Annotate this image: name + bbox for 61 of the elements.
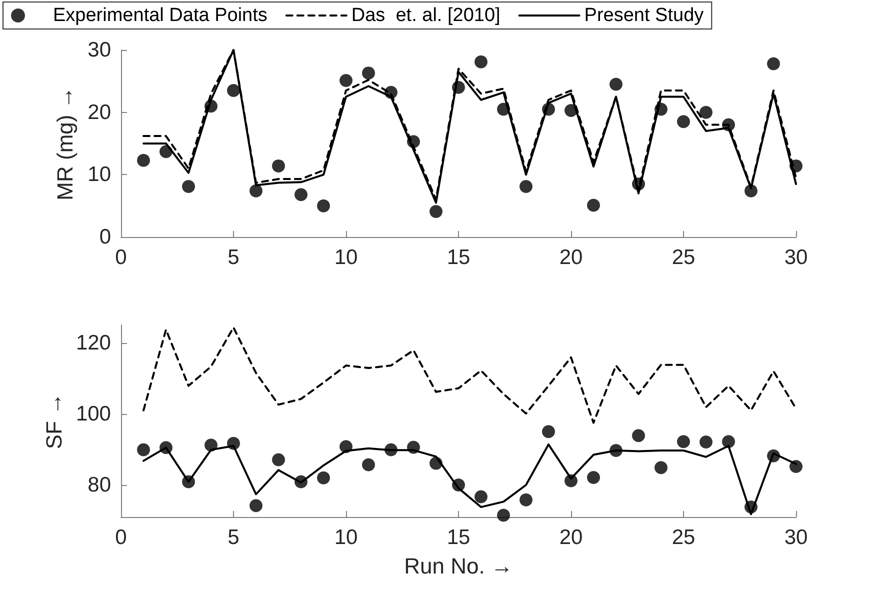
x-tick-label: 20 <box>559 526 583 549</box>
y-tick-label: 0 <box>99 226 111 248</box>
x-tick-label: 10 <box>334 246 358 269</box>
point <box>430 204 442 218</box>
point <box>587 471 600 484</box>
point <box>722 435 735 448</box>
x-tick-label: 15 <box>446 246 470 269</box>
point <box>677 115 690 128</box>
point <box>317 199 330 212</box>
point <box>474 490 488 504</box>
x-tick-label: 5 <box>228 526 240 549</box>
point <box>767 57 780 70</box>
point <box>250 184 262 198</box>
point <box>610 78 622 91</box>
point <box>497 508 510 522</box>
x-tick-label: 15 <box>446 526 470 549</box>
x-tick-label: 25 <box>672 246 696 269</box>
y-axis-title: MR (mg) → <box>52 86 78 200</box>
point <box>677 435 690 448</box>
x-tick-label: 25 <box>672 526 696 549</box>
point <box>632 429 645 442</box>
point <box>317 471 330 484</box>
point <box>182 180 195 194</box>
point <box>340 74 352 88</box>
point <box>790 460 802 474</box>
point <box>520 180 532 194</box>
x-tick-label: 20 <box>559 246 583 269</box>
x-tick-label: 0 <box>115 526 127 549</box>
point <box>250 499 262 512</box>
y-tick-label: 20 <box>88 100 111 124</box>
y-tick-label: 100 <box>76 402 111 426</box>
point <box>137 154 150 167</box>
point <box>654 461 668 474</box>
point <box>474 55 488 68</box>
x-tick-label: 30 <box>784 526 808 549</box>
y-tick-label: 30 <box>88 38 111 62</box>
point <box>700 106 712 119</box>
y-tick-label: 80 <box>88 474 111 496</box>
point <box>362 458 375 472</box>
point <box>272 159 285 172</box>
point <box>137 443 150 456</box>
x-tick-label: 5 <box>228 246 240 269</box>
legend-label: Das et. al. [2010] <box>351 5 500 26</box>
point <box>294 188 308 202</box>
y-tick-label: 10 <box>88 163 111 186</box>
y-tick-label: 120 <box>76 331 111 354</box>
point <box>520 493 532 506</box>
point <box>587 198 600 212</box>
x-tick-label: 30 <box>784 246 808 269</box>
x-axis-title: Run No. → <box>404 554 513 578</box>
point <box>227 84 240 98</box>
y-axis-title: SF → <box>42 392 67 450</box>
point <box>362 66 375 80</box>
line-series <box>142 326 797 424</box>
legend-label: Present Study <box>584 5 704 26</box>
x-tick-label: 10 <box>334 526 358 549</box>
point <box>542 425 555 438</box>
point <box>272 453 285 466</box>
x-tick-label: 0 <box>115 246 127 269</box>
point <box>700 435 712 448</box>
legend-label: Experimental Data Points <box>53 5 268 26</box>
